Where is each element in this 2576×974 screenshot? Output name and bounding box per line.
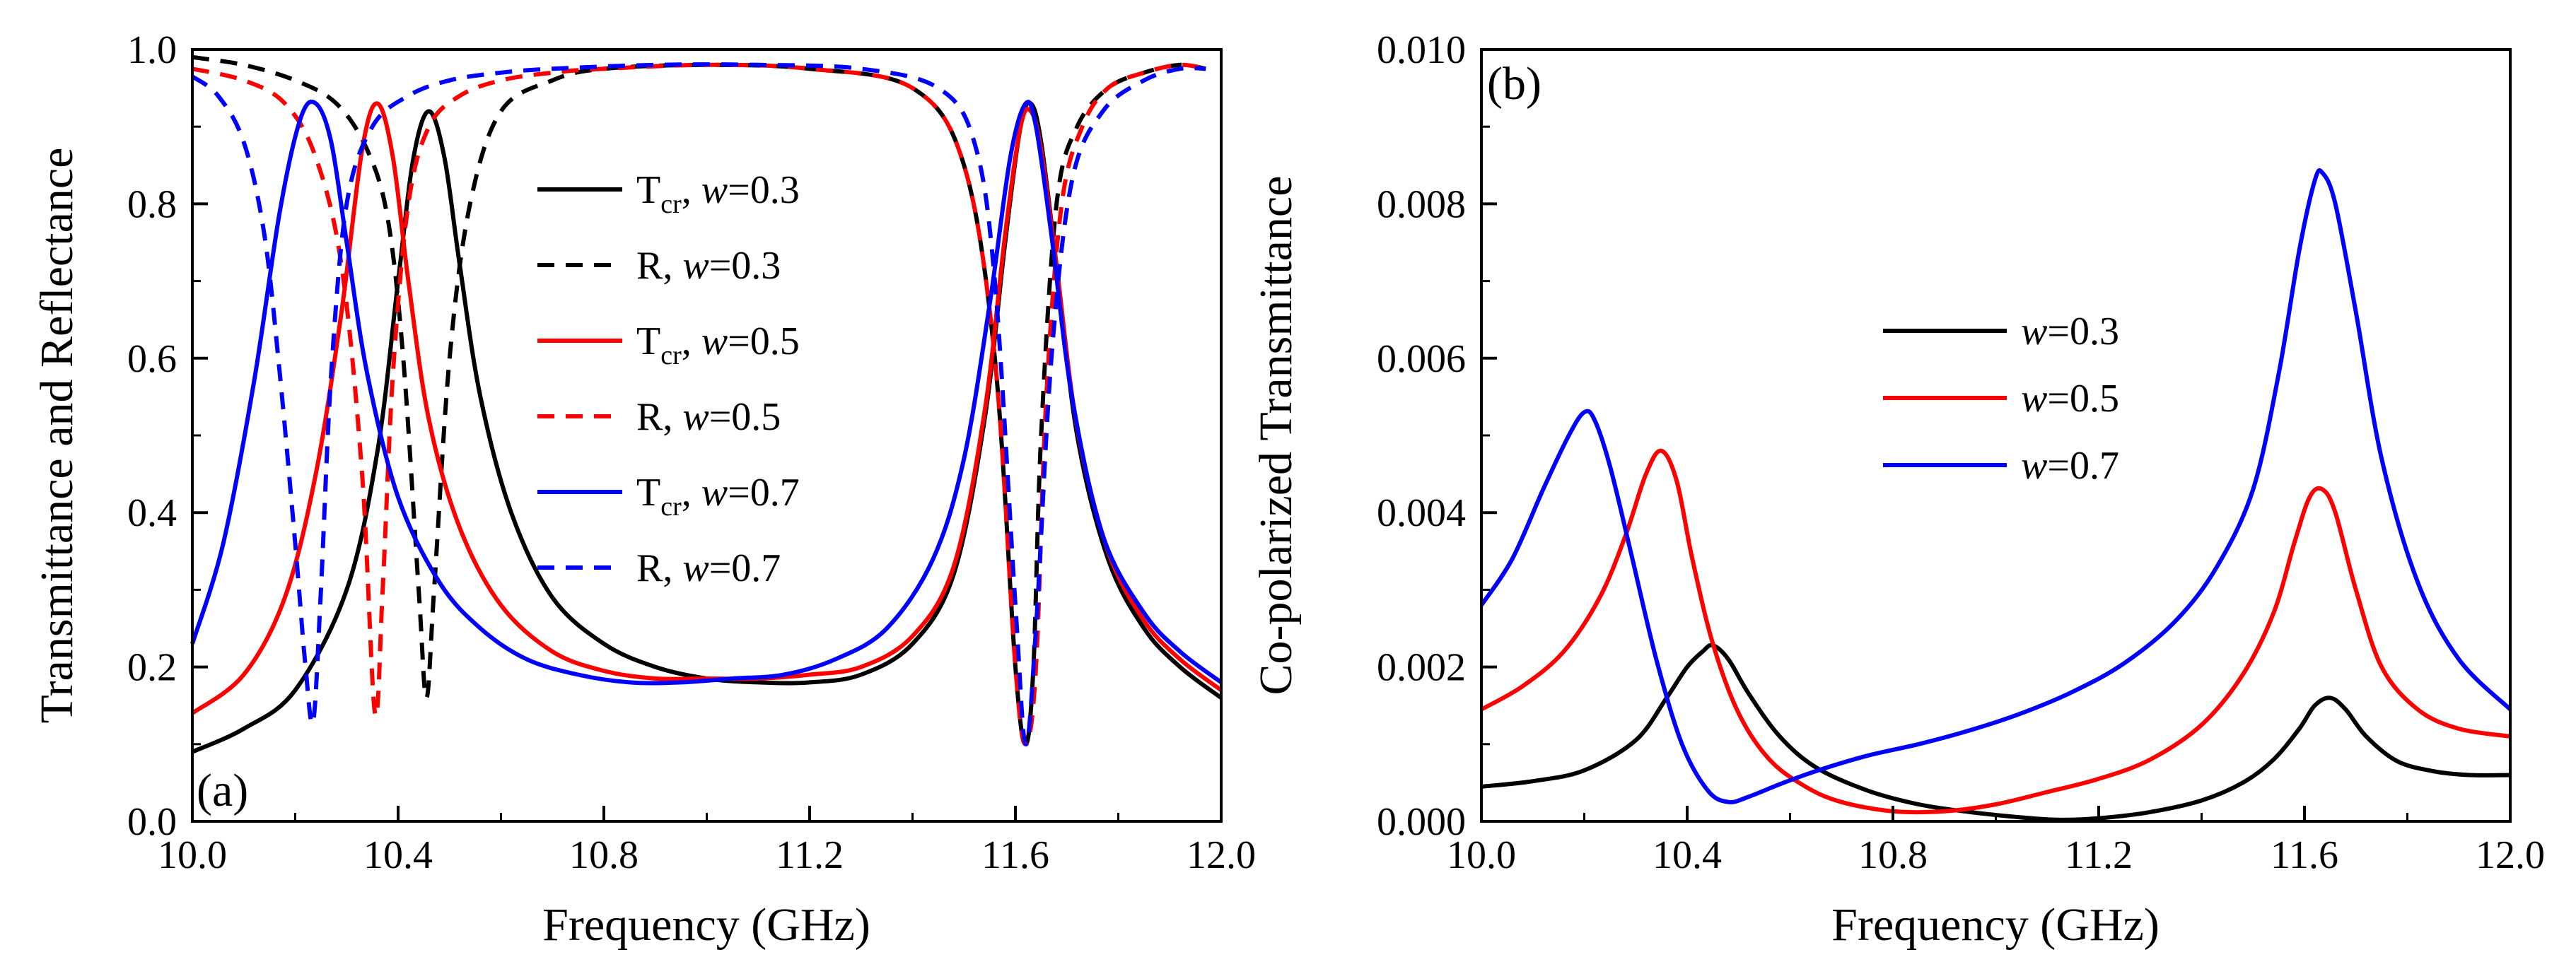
panel-a-x-tick-label: 10.8 — [569, 833, 639, 877]
panel-b-x-tick-label: 10.8 — [1858, 833, 1928, 877]
panel-b-legend-label: w=0.3 — [2021, 310, 2119, 353]
panel-a-legend-label: Tcr, w=0.3 — [636, 168, 800, 219]
panel-b-y-tick-label: 0.000 — [1377, 800, 1466, 844]
panel-a-x-tick-label: 10.0 — [158, 833, 227, 877]
panel-b-series — [1479, 168, 2512, 822]
panel-b-frame — [1480, 48, 2512, 823]
panel-a-legend: Tcr, w=0.3 R, w=0.3 Tcr, w=0.5 R, w=0.5 Tcr,… — [537, 168, 800, 590]
panel-a-y-axis-title: Transmittance and Reflectance — [31, 148, 83, 724]
panel-b-ticks: 10.0 10.4 10.8 11.2 11.6 12.0 0.000 0.002 0.004 0… — [1377, 28, 2545, 877]
panel-a-legend-label: R, w=0.5 — [636, 395, 781, 439]
panel-a-x-tick-label: 11.2 — [776, 833, 844, 877]
panel-a-y-tick-label: 0.2 — [127, 646, 177, 690]
panel-a-ticks: 10.0 10.4 10.8 11.2 11.6 12.0 0.0 0.2 0.4 0.6 0.8 1… — [127, 28, 1256, 877]
panel-a-label: (a) — [197, 765, 248, 816]
panel-a-x-tick-label: 10.4 — [363, 833, 433, 877]
panel-a-legend-label: Tcr, w=0.5 — [636, 319, 800, 370]
panel-a: 10.0 10.4 10.8 11.2 11.6 12.0 0.0 0.2 0.4 0.6 0.8 1… — [31, 28, 1256, 951]
panel-a-series-line-3 — [192, 62, 1206, 746]
panel-b-x-tick-label: 11.6 — [2271, 833, 2338, 877]
panel-b-y-tick-label: 0.008 — [1377, 182, 1466, 226]
panel-b-legend: w=0.3 w=0.5 w=0.7 — [1883, 310, 2119, 488]
panel-b-x-tick-label: 12.0 — [2476, 833, 2545, 877]
panel-b-y-axis-title: Co-polarized Transmittance — [1250, 175, 1302, 695]
panel-a-x-axis-title: Frequency (GHz) — [542, 899, 870, 951]
panel-a-y-tick-label: 0.6 — [127, 337, 177, 381]
panel-b-legend-label: w=0.7 — [2021, 444, 2119, 488]
panel-a-x-tick-label: 12.0 — [1187, 833, 1256, 877]
panel-b-y-tick-label: 0.002 — [1377, 646, 1466, 690]
panel-a-legend-label: Tcr, w=0.7 — [636, 471, 800, 522]
panel-b-y-tick-label: 0.006 — [1377, 337, 1466, 381]
panel-b-label: (b) — [1487, 58, 1541, 110]
panel-b-x-tick-label: 11.2 — [2065, 833, 2133, 877]
panel-a-y-tick-label: 0.8 — [127, 182, 177, 226]
panel-a-series — [190, 54, 1223, 754]
panel-b-legend-label: w=0.5 — [2021, 377, 2119, 421]
panel-b: 10.0 10.4 10.8 11.2 11.6 12.0 0.000 0.002 0.004 0… — [1250, 28, 2545, 951]
panel-b-y-tick-label: 0.004 — [1377, 491, 1466, 535]
panel-a-y-tick-label: 1.0 — [127, 28, 177, 72]
panel-b-x-tick-label: 10.4 — [1653, 833, 1722, 877]
panel-a-x-tick-label: 11.6 — [981, 833, 1049, 877]
panel-b-series-line-0 — [1481, 643, 2511, 822]
panel-b-x-axis-title: Frequency (GHz) — [1831, 899, 2160, 951]
panel-a-y-tick-label: 0.0 — [127, 800, 177, 844]
panel-b-series-line-2 — [1479, 168, 2512, 804]
panel-a-legend-label: R, w=0.3 — [636, 244, 781, 288]
panel-b-y-tick-label: 0.010 — [1377, 28, 1466, 72]
panel-b-x-tick-label: 10.0 — [1447, 833, 1516, 877]
panel-a-series-line-5 — [191, 62, 1206, 746]
panel-b-series-line-1 — [1480, 448, 2511, 815]
panel-a-y-tick-label: 0.4 — [127, 491, 177, 535]
panel-a-legend-label: R, w=0.7 — [636, 546, 781, 590]
panel-a-series-line-4 — [190, 99, 1223, 686]
